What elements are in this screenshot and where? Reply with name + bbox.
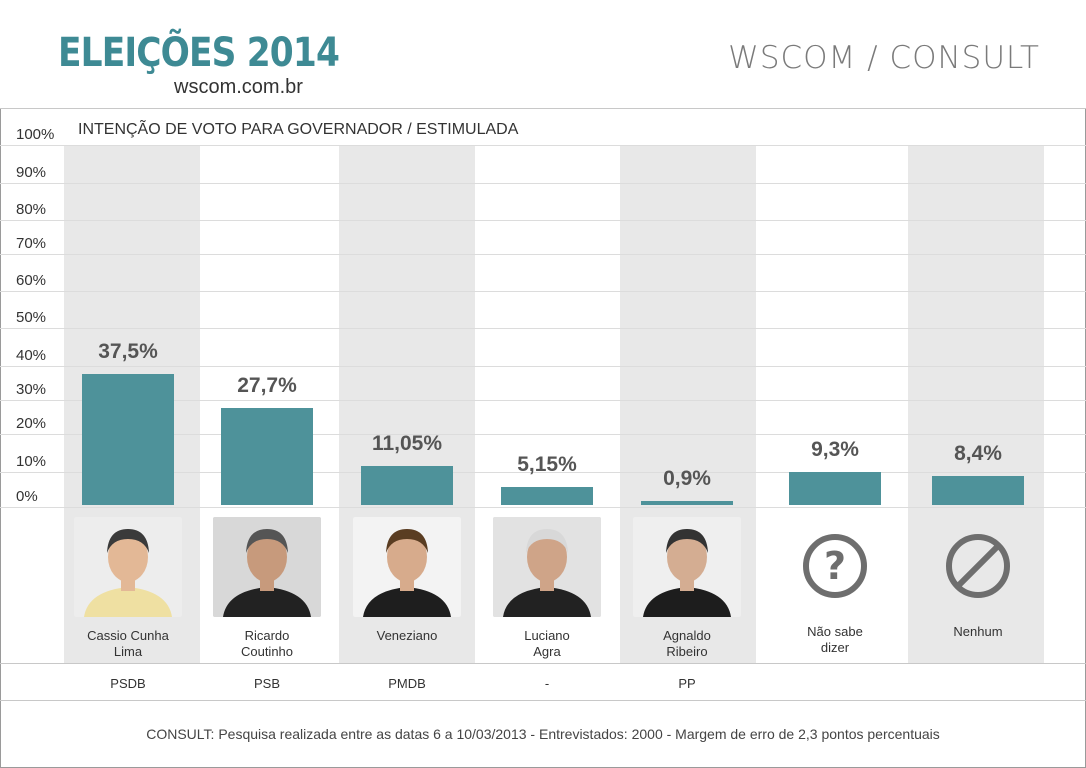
bar [82, 373, 174, 505]
row-divider [0, 700, 1086, 701]
candidate-name-line: Não sabe [807, 624, 863, 639]
candidate-photo [493, 517, 601, 617]
candidate-name: Não sabe dizer [767, 624, 903, 656]
gridline [0, 434, 1086, 435]
y-tick-label: 60% [16, 272, 47, 289]
gridline [0, 220, 1086, 221]
header: ELEIÇÕES 2014 wscom.com.br WSCOM / CONSU… [0, 0, 1086, 109]
candidate-name: Ricardo Coutinho [199, 628, 335, 660]
y-tick-label: 50% [16, 309, 47, 326]
column-stripe [908, 145, 1044, 663]
candidate-name: Veneziano [339, 628, 475, 644]
gridline [0, 183, 1086, 184]
party-label: PP [678, 676, 696, 691]
candidate-photo [633, 517, 741, 617]
data-label: 5,15% [517, 452, 577, 476]
candidate-photo [213, 517, 321, 617]
candidate-name-line: Ribeiro [666, 644, 708, 659]
data-label: 8,4% [954, 441, 1002, 465]
chart-title: INTENÇÃO DE VOTO PARA GOVERNADOR / ESTIM… [78, 121, 519, 138]
data-label: 11,05% [371, 432, 443, 456]
candidate-name-line: Agra [533, 644, 561, 659]
brand-subtitle: wscom.com.br [174, 76, 303, 98]
svg-text:?: ? [824, 544, 846, 588]
row-divider [0, 663, 1086, 664]
bar [789, 472, 881, 505]
y-tick-label: 100% [16, 126, 55, 143]
candidate-photo [74, 517, 182, 617]
data-label: 27,7% [237, 374, 297, 398]
bar [501, 486, 593, 505]
gridline [0, 291, 1086, 292]
gridline [0, 507, 1086, 508]
party-label: PMDB [388, 676, 426, 691]
data-label: 9,3% [811, 438, 859, 462]
brand-title: ELEIÇÕES 2014 [58, 30, 340, 76]
candidate-name-line: Coutinho [240, 644, 294, 659]
gridline [0, 254, 1086, 255]
candidate-name-line: Luciano [524, 628, 570, 643]
candidate-name: Agnaldo Ribeiro [619, 628, 755, 660]
party-label: - [544, 676, 550, 691]
candidate-name: Luciano Agra [479, 628, 615, 660]
y-tick-label: 40% [16, 347, 47, 364]
source-label: WSCOM / CONSULT [728, 40, 1040, 76]
data-label: 37,5% [98, 339, 158, 363]
y-tick-label: 10% [16, 453, 47, 470]
candidate-name: Nenhum [910, 624, 1046, 640]
candidate-name-line: Lima [113, 644, 143, 659]
candidate-name-line: Cassio Cunha [87, 628, 169, 643]
bar [932, 475, 1024, 505]
party-label: PSB [253, 676, 280, 691]
candidate-name-line: Nenhum [953, 624, 1003, 639]
gridline [0, 328, 1086, 329]
gridline [0, 366, 1086, 367]
candidate-name: Cassio Cunha Lima [60, 628, 196, 660]
gridline [0, 400, 1086, 401]
y-tick-label: 90% [16, 164, 47, 181]
y-tick-label: 30% [16, 381, 47, 398]
candidate-name-line: Ricardo [244, 628, 290, 643]
y-tick-label: 70% [16, 235, 47, 252]
candidate-name-line: dizer [820, 640, 850, 655]
prohibited-icon [946, 534, 1010, 598]
y-tick-label: 0% [16, 488, 38, 505]
candidate-name-line: Veneziano [376, 628, 438, 643]
question-icon: ? [803, 534, 867, 598]
candidate-name-line: Agnaldo [663, 628, 711, 643]
bar [361, 466, 453, 505]
bar [221, 408, 313, 505]
footer-note: CONSULT: Pesquisa realizada entre as dat… [146, 726, 940, 742]
bar [641, 501, 733, 505]
data-label: 0,9% [663, 467, 711, 490]
y-tick-label: 80% [16, 201, 47, 218]
y-tick-label: 20% [16, 415, 47, 432]
party-label: PSDB [110, 676, 146, 691]
gridline [0, 145, 1086, 146]
gridline [0, 472, 1086, 473]
candidate-photo [353, 517, 461, 617]
